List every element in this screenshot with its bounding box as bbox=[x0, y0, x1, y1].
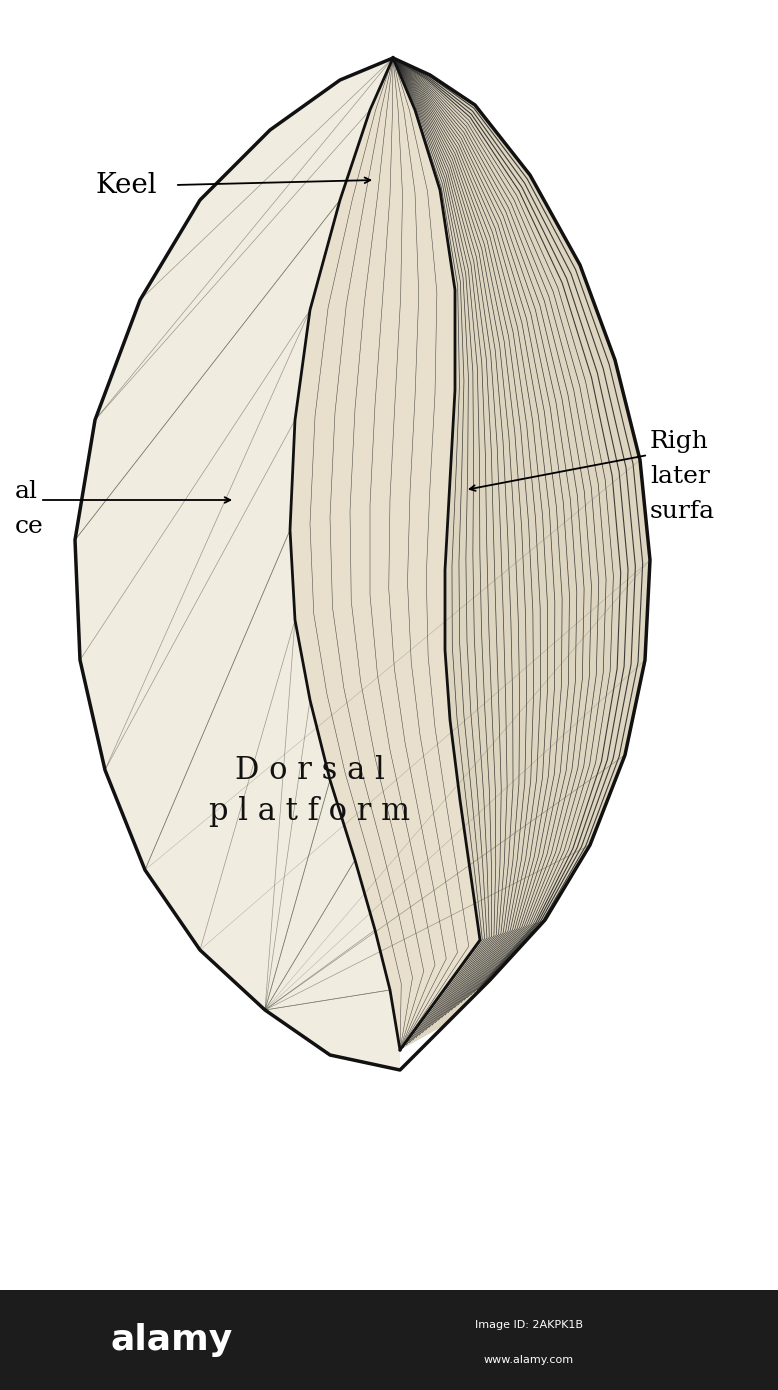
Text: ce: ce bbox=[15, 514, 44, 538]
Text: alamy: alamy bbox=[110, 1323, 233, 1357]
Polygon shape bbox=[393, 58, 650, 1049]
Polygon shape bbox=[75, 58, 400, 1070]
Bar bbox=[0, 1290, 778, 1390]
Text: Image ID: 2AKPK1B: Image ID: 2AKPK1B bbox=[475, 1320, 583, 1330]
Polygon shape bbox=[290, 58, 480, 1049]
Text: www.alamy.com: www.alamy.com bbox=[484, 1355, 574, 1365]
Text: p l a t f o r m: p l a t f o r m bbox=[209, 796, 411, 827]
Text: surfa: surfa bbox=[650, 499, 715, 523]
Text: later: later bbox=[650, 464, 710, 488]
Text: al: al bbox=[15, 480, 38, 503]
Text: D o r s a l: D o r s a l bbox=[235, 755, 385, 785]
Text: Keel: Keel bbox=[95, 171, 156, 199]
Text: Righ: Righ bbox=[650, 430, 709, 453]
